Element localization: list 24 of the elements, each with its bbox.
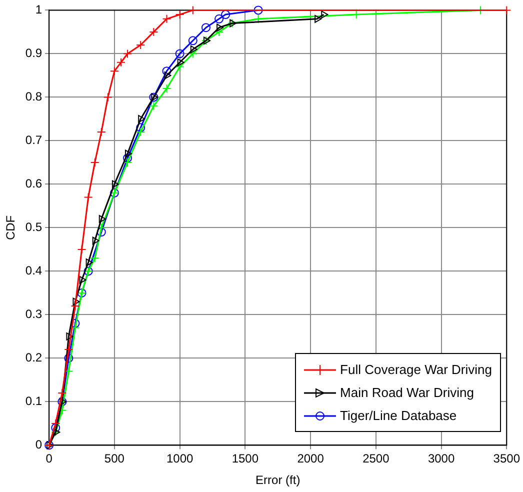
y-tick-label: 0.3	[25, 307, 42, 322]
x-tick-label: 2000	[297, 452, 324, 466]
x-tick-label: 500	[104, 452, 125, 466]
x-tick-label: 2500	[362, 452, 390, 466]
y-axis-title: CDF	[4, 215, 18, 240]
y-tick-label: 1	[35, 2, 42, 17]
y-tick-label: 0	[35, 438, 42, 452]
y-tick-label: 0.5	[25, 220, 42, 234]
legend-label: Main Road War Driving	[340, 385, 474, 400]
y-tick-label: 0.8	[25, 90, 42, 104]
y-tick-label: 0.1	[25, 394, 42, 408]
y-tick-label: 0.2	[25, 350, 42, 365]
x-tick-label: 1500	[232, 452, 259, 466]
x-tick-label: 1000	[166, 452, 194, 466]
x-tick-label: 0	[46, 452, 53, 466]
y-tick-label: 0.7	[25, 133, 42, 148]
x-tick-label: 3500	[493, 452, 520, 466]
y-tick-label: 0.4	[25, 264, 42, 278]
legend-label: Tiger/Line Database	[340, 408, 457, 423]
x-tick-label: 3000	[428, 452, 455, 466]
y-tick-label: 0.6	[25, 176, 42, 191]
legend-label: Full Coverage War Driving	[340, 362, 492, 377]
x-axis-title: Error (ft)	[256, 473, 300, 488]
y-tick-label: 0.9	[25, 46, 42, 60]
